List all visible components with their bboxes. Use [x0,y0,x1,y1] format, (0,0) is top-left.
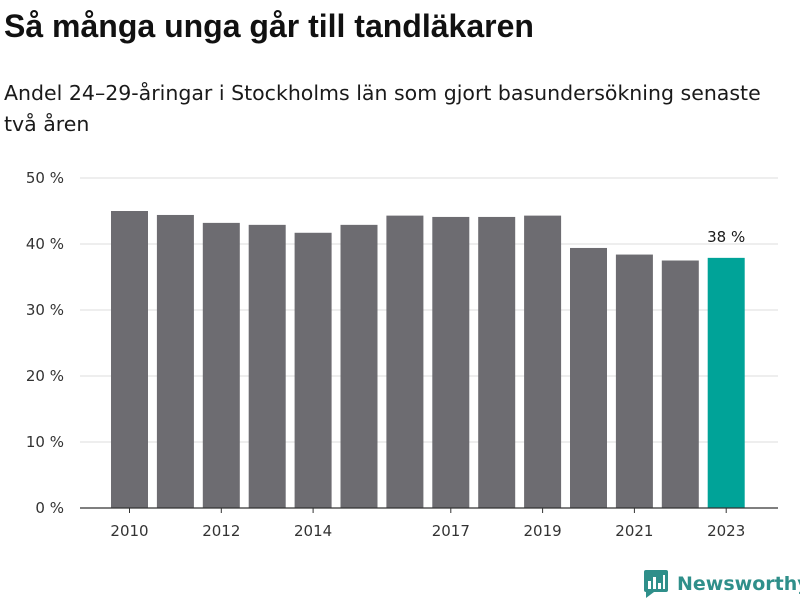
brand-name: Newsworthy [677,573,800,595]
x-tick-label: 2019 [524,522,562,540]
bar-2012 [202,222,240,508]
bar-2015 [340,224,378,509]
bar-2018 [478,216,516,508]
bar-2014 [294,232,332,508]
x-tick-label: 2017 [432,522,470,540]
bar-2011 [156,214,194,508]
newsworthy-logo-icon [644,570,668,598]
bar-2017 [432,216,470,508]
bar-2023 [707,257,745,508]
bar-2013 [248,224,286,509]
y-tick-label: 20 % [26,367,64,385]
x-tick-label: 2023 [707,522,745,540]
y-tick-label: 40 % [26,235,64,253]
bar-2016 [386,215,424,508]
x-tick-label: 2014 [294,522,332,540]
y-tick-label: 50 % [26,169,64,187]
y-tick-label: 10 % [26,433,64,451]
newsworthy-logo: Newsworthy [644,570,800,598]
data-label-2023: 38 % [707,228,745,246]
bar-2020 [570,247,607,508]
axes [80,507,778,513]
y-tick-label: 30 % [26,301,64,319]
x-tick-label: 2012 [202,522,240,540]
chart-title: Så många unga går till tandläkaren [4,8,534,44]
bars [111,211,745,509]
x-tick-label: 2010 [110,522,148,540]
y-tick-label: 0 % [35,499,64,517]
bar-2021 [615,254,653,508]
bar-chart: 0 % 10 % 20 % 30 % 40 % 50 % 2010 2012 2014 2017 2… [26,169,778,540]
labels: 0 % 10 % 20 % 30 % 40 % 50 % 2010 2012 2014 2017 2… [26,169,745,540]
x-tick-label: 2021 [615,522,653,540]
bar-2022 [661,260,699,508]
gridlines [80,177,778,443]
chart-subtitle: Andel 24–29-åringar i Stockholms län som… [4,81,761,136]
bar-2010 [111,211,148,508]
bar-2019 [524,215,562,508]
